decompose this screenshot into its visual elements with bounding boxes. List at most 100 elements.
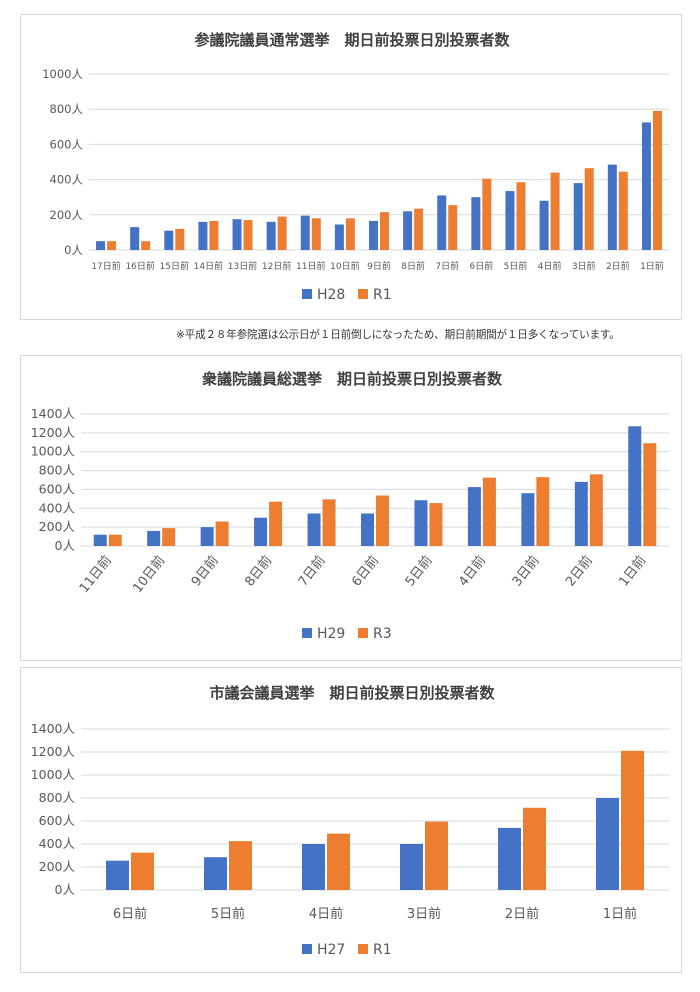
- x-category-label: 2日前: [606, 260, 630, 272]
- x-category-label: 16日前: [125, 260, 154, 272]
- y-tick-label: 400人: [50, 173, 84, 187]
- bar-series1: [198, 221, 208, 250]
- bar-series2: [327, 833, 350, 890]
- bar-series2: [376, 495, 389, 546]
- x-category-label: 1日前: [616, 553, 650, 590]
- y-tick-label: 800人: [39, 463, 76, 478]
- bar-series2: [643, 443, 657, 546]
- bar-series2: [277, 216, 287, 250]
- bar-series1: [607, 164, 617, 250]
- bar-series1: [361, 513, 374, 546]
- bar-series1: [505, 191, 515, 250]
- bar-series1: [471, 197, 481, 250]
- y-tick-label: 800人: [50, 102, 84, 116]
- bar-series1: [204, 857, 227, 890]
- bar-series2: [243, 220, 253, 250]
- chart-panel-city-council: 市議会議員選挙 期日前投票日別投票者数 0人 200人 400人 600人 800人 100…: [20, 667, 682, 973]
- x-category-label: 10日前: [130, 553, 169, 596]
- y-tick-label: 400人: [39, 500, 76, 515]
- chart-panel-house-of-representatives: 衆議院議員総選挙 期日前投票日別投票者数 0人 200人 400人 600人 800人 10…: [20, 355, 682, 661]
- legend-label-series2: R1: [373, 942, 392, 958]
- bar-series1: [200, 527, 214, 546]
- y-tick-label: 1000人: [42, 67, 83, 81]
- y-tick-label: 0人: [55, 538, 76, 553]
- x-category-label: 1日前: [640, 260, 664, 272]
- footnote: ※平成２８年参院選は公示日が１日前倒しになったため、期日前期間が１日多くなってい…: [176, 329, 620, 341]
- bar-series2: [215, 521, 229, 546]
- x-category-label: 5日前: [402, 553, 436, 590]
- x-category-label: 3日前: [407, 906, 441, 922]
- x-category-label: 6日前: [348, 553, 382, 590]
- legend-swatch-series1: [302, 944, 312, 954]
- bar-series2: [584, 168, 594, 250]
- x-category-label: 9日前: [188, 553, 222, 590]
- x-category-label: 4日前: [538, 260, 562, 272]
- bar-series1: [93, 534, 107, 546]
- x-category-label: 6日前: [113, 906, 147, 922]
- y-tick-label: 600人: [39, 481, 76, 496]
- y-tick-label: 1400人: [31, 721, 76, 736]
- legend-label-series1: H28: [317, 287, 345, 303]
- x-category-label: 4日前: [455, 553, 489, 590]
- bar-series2: [621, 750, 644, 890]
- bar-series2: [425, 821, 448, 890]
- legend-label-series2: R1: [373, 287, 392, 303]
- bar-series1: [164, 230, 174, 250]
- bar-series1: [334, 224, 344, 250]
- y-tick-label: 1000人: [31, 444, 76, 459]
- x-category-label: 5日前: [211, 906, 245, 922]
- x-category-label: 6日前: [469, 260, 493, 272]
- bar-series2: [269, 501, 283, 546]
- bar-series1: [130, 227, 140, 250]
- y-tick-label: 200人: [39, 519, 76, 534]
- bar-series2: [107, 241, 117, 250]
- x-category-label: 8日前: [401, 260, 425, 272]
- x-category-label: 5日前: [504, 260, 528, 272]
- bar-series1: [302, 844, 325, 890]
- x-category-label: 12日前: [262, 260, 291, 272]
- bar-series1: [521, 493, 535, 546]
- y-tick-label: 600人: [50, 137, 84, 151]
- x-category-label: 3日前: [509, 553, 543, 590]
- bar-series1: [467, 487, 481, 546]
- bar-series2: [229, 841, 252, 890]
- bar-series2: [482, 178, 492, 250]
- bar-series1: [574, 481, 588, 546]
- bar-series2: [618, 171, 628, 250]
- y-tick-label: 200人: [39, 859, 76, 874]
- bar-series2: [482, 477, 496, 546]
- chart-title: 衆議院議員総選挙 期日前投票日別投票者数: [202, 370, 503, 388]
- bar-series1: [437, 195, 447, 250]
- bar-series1: [596, 798, 619, 890]
- y-tick-label: 1200人: [31, 744, 76, 759]
- y-tick-label: 600人: [39, 813, 76, 828]
- bar-series1: [498, 827, 521, 890]
- x-category-label: 2日前: [562, 553, 596, 590]
- bar-series2: [429, 503, 443, 546]
- legend-label-series2: R3: [373, 626, 392, 642]
- y-tick-label: 0人: [64, 243, 83, 257]
- x-category-label: 11日前: [296, 260, 325, 272]
- x-category-label: 9日前: [367, 260, 391, 272]
- bar-series1: [539, 200, 549, 250]
- y-tick-label: 400人: [39, 836, 76, 851]
- y-tick-label: 800人: [39, 790, 76, 805]
- bar-series1: [369, 220, 378, 250]
- x-category-label: 3日前: [572, 260, 596, 272]
- bar-series2: [209, 220, 219, 250]
- bar-series1: [400, 844, 423, 890]
- legend-swatch-series1: [302, 628, 312, 638]
- bar-series1: [266, 221, 276, 250]
- x-category-label: 14日前: [194, 260, 223, 272]
- y-tick-label: 1200人: [31, 425, 76, 440]
- legend-swatch-series2: [358, 628, 368, 638]
- bar-series2: [536, 477, 550, 546]
- legend-label-series1: H27: [317, 942, 345, 958]
- bar-series2: [311, 218, 321, 250]
- chart-title: 参議院議員通常選挙 期日前投票日別投票者数: [194, 31, 510, 49]
- bar-series1: [254, 517, 268, 546]
- x-category-label: 17日前: [91, 260, 120, 272]
- bar-chart-house-of-representatives: 衆議院議員総選挙 期日前投票日別投票者数 0人 200人 400人 600人 800人 10…: [31, 370, 669, 642]
- bar-series2: [175, 228, 185, 250]
- chart-title: 市議会議員選挙 期日前投票日別投票者数: [209, 684, 495, 702]
